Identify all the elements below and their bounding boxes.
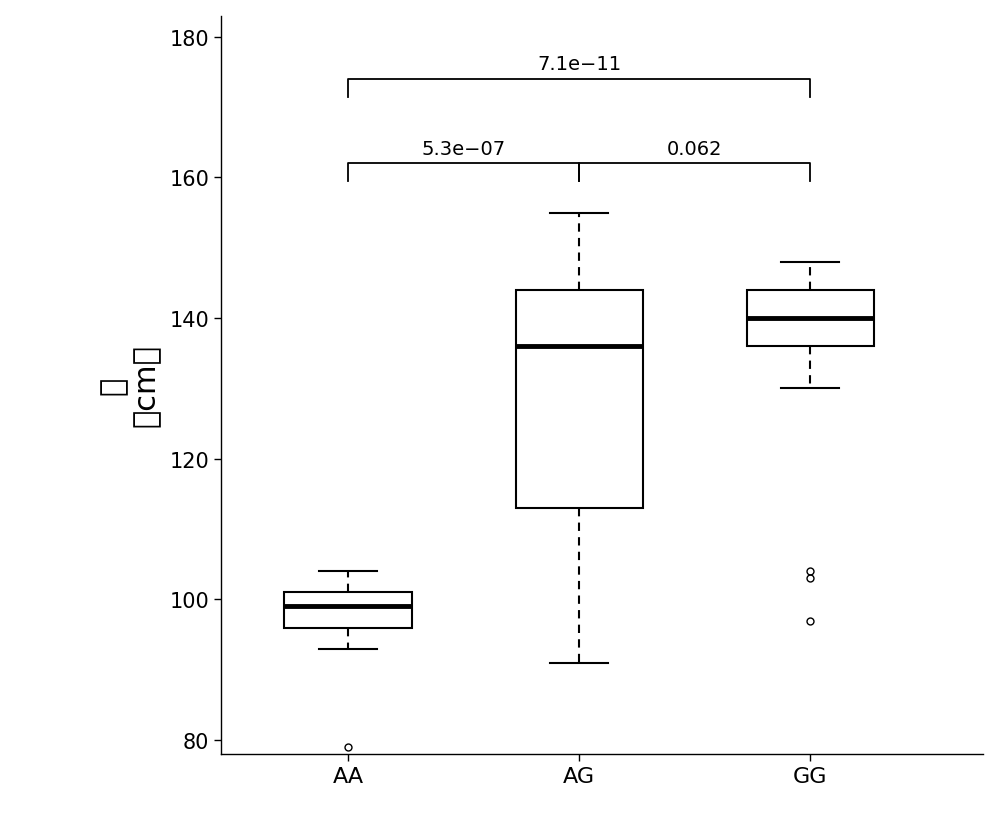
- Text: 0.062: 0.062: [667, 139, 722, 159]
- Text: 5.3e−07: 5.3e−07: [421, 139, 506, 159]
- Text: 7.1e−11: 7.1e−11: [537, 55, 621, 75]
- Bar: [747, 291, 874, 346]
- Text: 高
（cm）: 高 （cm）: [98, 344, 161, 427]
- Bar: [516, 291, 643, 509]
- Bar: [284, 593, 412, 628]
